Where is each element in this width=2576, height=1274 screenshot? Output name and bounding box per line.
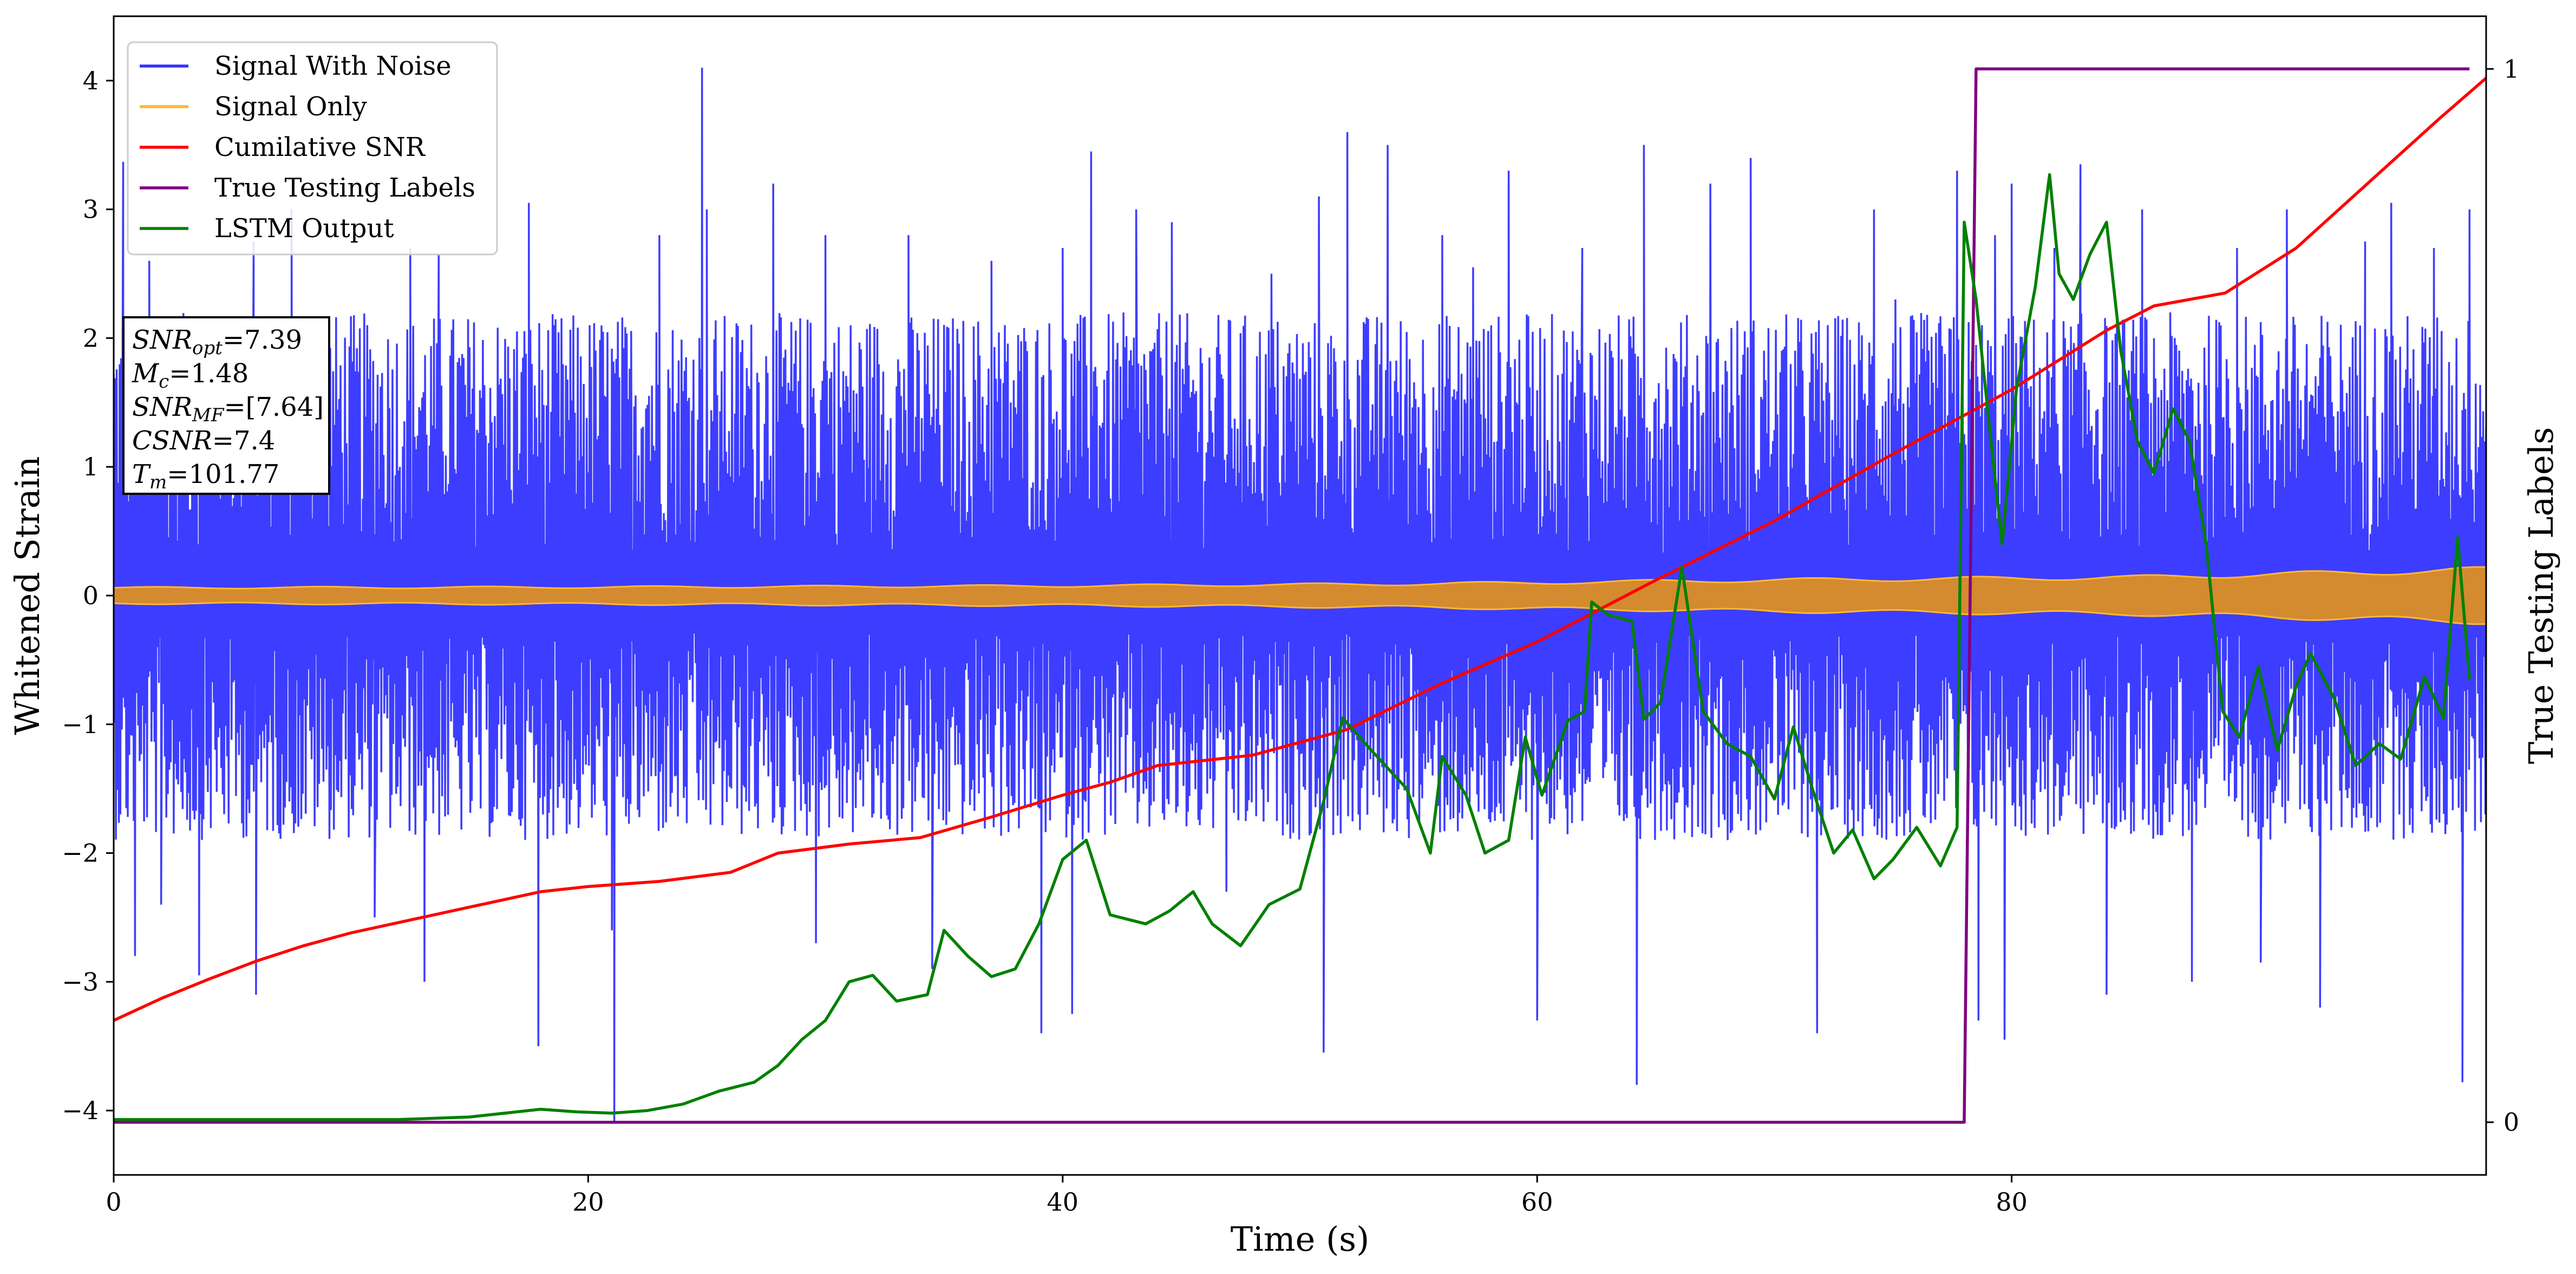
stats-value: =7.39 (223, 325, 302, 355)
y-axis-label: Whitened Strain (8, 456, 47, 735)
stats-symbol: SNR (132, 325, 192, 355)
stats-subscript: m (149, 472, 167, 493)
stats-symbol: SNR (132, 392, 192, 422)
y2-tick-label: 1 (2503, 54, 2519, 83)
stats-annotation-box: SNRopt=7.39Mc=1.48SNRMF=[7.64]CSNR=7.4Tm… (122, 316, 330, 495)
stats-value: =1.48 (169, 358, 249, 389)
stats-line: Mc=1.48 (132, 358, 249, 393)
series-layer (114, 67, 2486, 1124)
series-signal-with-noise (114, 68, 2486, 1123)
y-tick-label: 1 (83, 452, 99, 481)
stats-subscript: MF (192, 404, 225, 426)
y-tick-label: 2 (83, 323, 99, 352)
stats-line: CSNR=7.4 (132, 426, 275, 456)
series-lstm-output (114, 173, 2472, 1121)
legend-entry: Cumilative SNR (214, 132, 426, 162)
stats-symbol: CSNR (132, 426, 212, 456)
y-tick-label: −3 (62, 967, 99, 996)
stats-symbol: M (132, 358, 160, 389)
series-true-testing-labels (114, 67, 2470, 1124)
y2-tick-label: 0 (2503, 1108, 2519, 1137)
legend-entry: LSTM Output (214, 213, 394, 244)
y-tick-label: 4 (83, 66, 99, 95)
x-tick-label: 60 (1521, 1187, 1553, 1217)
stats-subscript: opt (192, 337, 223, 359)
y-tick-label: −4 (62, 1096, 99, 1125)
stats-line: Tm=101.77 (132, 459, 279, 493)
stats-value: =[7.64] (224, 392, 324, 422)
legend-frame (127, 41, 498, 256)
legend: Signal With Noise Signal Only Cumilative S… (127, 41, 498, 256)
stats-line: SNRMF=[7.64] (132, 392, 324, 426)
legend-entry: True Testing Labels (214, 173, 475, 203)
y-tick-label: 3 (83, 195, 99, 224)
stats-symbol: T (132, 459, 151, 489)
legend-entry: Signal With Noise (214, 51, 452, 81)
x-axis-label: Time (s) (1231, 1219, 1370, 1259)
legend-entry: Signal Only (214, 92, 367, 122)
plot-area (114, 67, 2486, 1124)
x-tick-label: 40 (1047, 1187, 1079, 1217)
y-tick-label: 0 (83, 581, 99, 610)
stats-line: SNRopt=7.39 (132, 325, 302, 359)
x-tick-label: 0 (106, 1187, 121, 1217)
x-tick-label: 20 (572, 1187, 604, 1217)
y-tick-label: −2 (62, 839, 99, 868)
stats-value: =7.4 (212, 426, 276, 456)
x-tick-label: 80 (1996, 1187, 2028, 1217)
series-signal-only (114, 566, 2486, 625)
y2-axis-label: True Testing Labels (2521, 427, 2561, 765)
series-cumilative-snr (114, 77, 2486, 1022)
stats-value: =101.77 (167, 459, 279, 489)
y-tick-label: −1 (62, 710, 99, 739)
stats-box-frame (122, 316, 330, 495)
stats-subscript: c (159, 371, 169, 393)
